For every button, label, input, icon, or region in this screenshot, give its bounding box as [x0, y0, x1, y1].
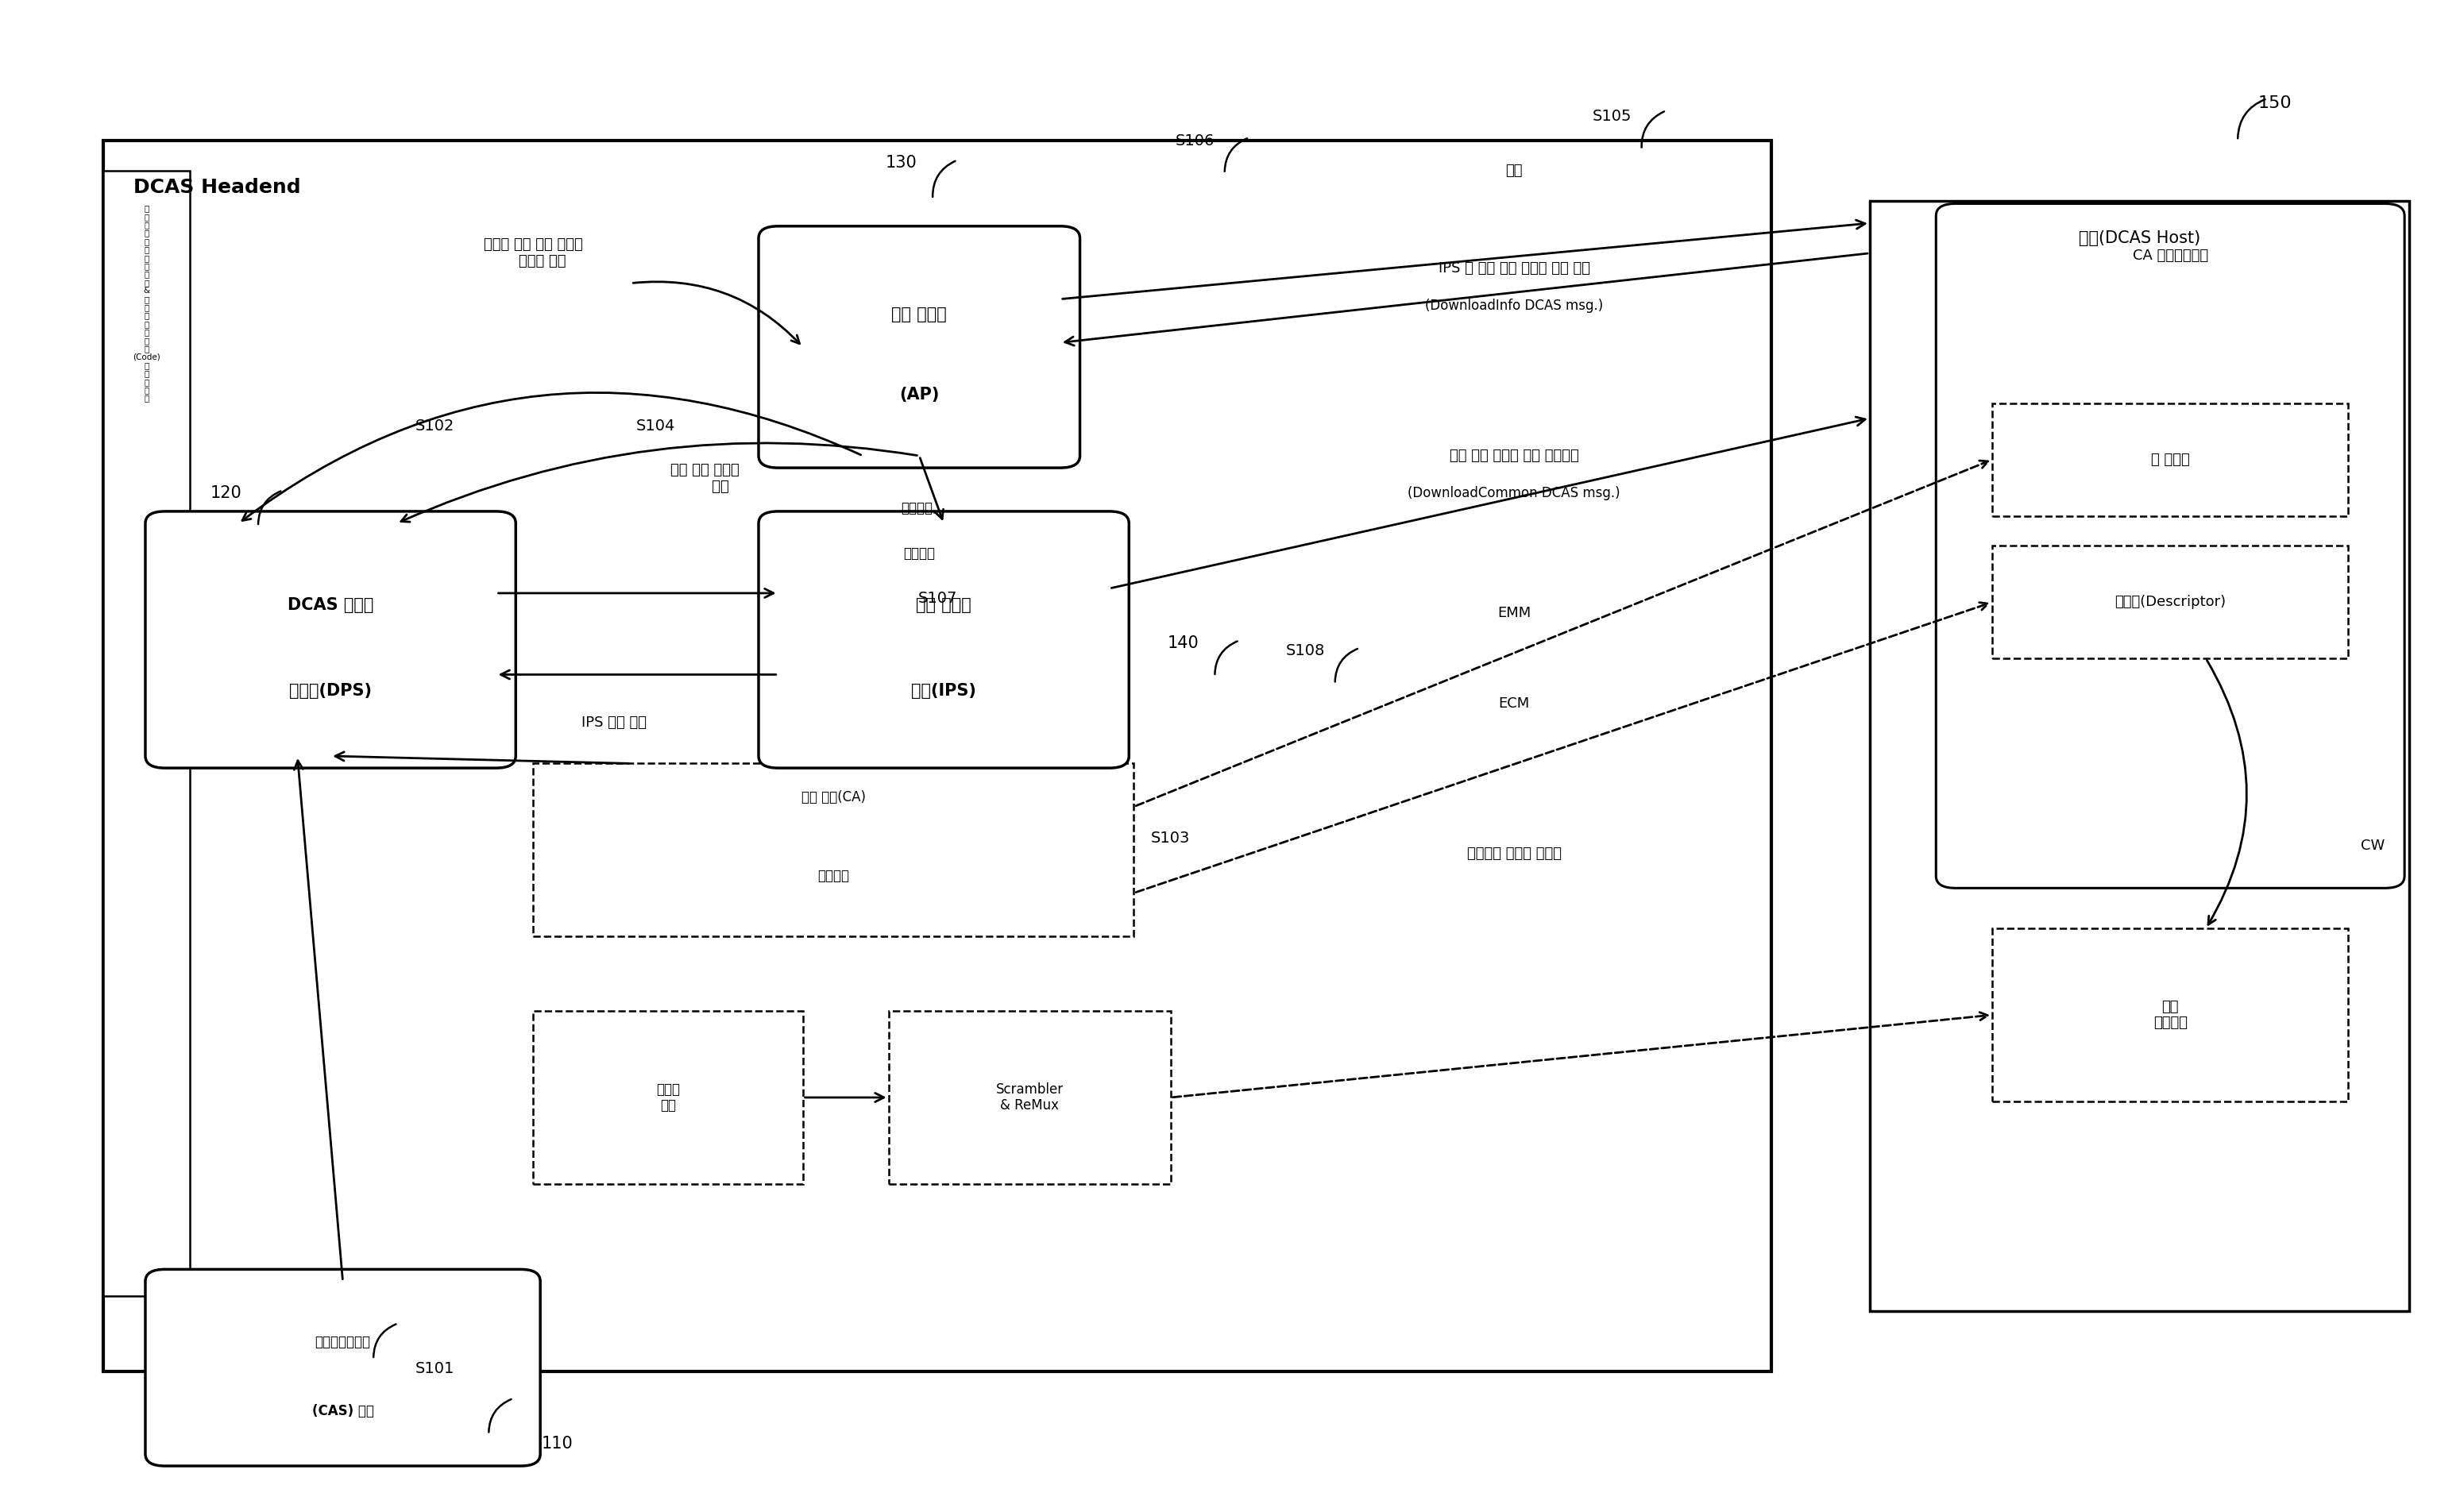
- Text: DCAS Headend: DCAS Headend: [133, 178, 301, 197]
- Text: S101: S101: [414, 1361, 453, 1376]
- Text: Scrambler
& ReMux: Scrambler & ReMux: [995, 1083, 1064, 1113]
- Text: 140: 140: [1168, 635, 1198, 652]
- Text: 단말정보,: 단말정보,: [902, 500, 936, 516]
- FancyBboxPatch shape: [1937, 204, 2405, 888]
- Bar: [1870, 201, 2410, 1311]
- Text: 제한 수신 이미지
       코드: 제한 수신 이미지 코드: [670, 463, 739, 494]
- Bar: [532, 1012, 803, 1184]
- Text: S105: S105: [1592, 109, 1631, 124]
- Text: 예약된 제한 수신 이미지
    테이블 목록: 예약된 제한 수신 이미지 테이블 목록: [483, 237, 582, 269]
- Text: 인증 프록시: 인증 프록시: [892, 307, 946, 322]
- Text: 제한 수신(CA): 제한 수신(CA): [801, 791, 865, 804]
- Text: 시스템(DPS): 시스템(DPS): [288, 683, 372, 699]
- Text: S104: S104: [636, 419, 675, 434]
- Text: CW: CW: [2361, 839, 2385, 853]
- Text: S108: S108: [1286, 644, 1326, 659]
- Bar: [532, 764, 1133, 936]
- Text: IPS 접속 정보: IPS 접속 정보: [582, 715, 646, 730]
- Text: 제한 수신 이미지 코드 다운로드: 제한 수신 이미지 코드 다운로드: [1449, 449, 1579, 463]
- Text: DCAS 관리자: DCAS 관리자: [288, 597, 375, 612]
- Text: (DownloadInfo DCAS msg.): (DownloadInfo DCAS msg.): [1424, 298, 1604, 313]
- FancyBboxPatch shape: [759, 227, 1079, 467]
- Text: 통합 이미지: 통합 이미지: [917, 597, 971, 612]
- Text: 120: 120: [209, 485, 241, 502]
- Text: CA 응용프로그램: CA 응용프로그램: [2131, 248, 2208, 263]
- Text: 150: 150: [2257, 95, 2292, 110]
- Bar: [103, 171, 190, 1296]
- Bar: [1993, 928, 2348, 1101]
- Text: 제한수신시스템: 제한수신시스템: [315, 1335, 370, 1349]
- Text: 암호화된 비디오 스트림: 암호화된 비디오 스트림: [1466, 847, 1562, 860]
- Text: 전송
프로세서: 전송 프로세서: [2154, 999, 2188, 1030]
- Text: S106: S106: [1175, 133, 1215, 148]
- FancyBboxPatch shape: [145, 511, 515, 768]
- Text: 진
수
신
페
퍼
이
미
지
제
한
&
페
이
로
드
이
미
지
(Code)
약
된
호
암
예: 진 수 신 페 퍼 이 미 지 제 한 & 페 이 로 드 이 미 지 (Cod…: [133, 204, 160, 402]
- Text: 110: 110: [542, 1435, 574, 1452]
- Text: 전송개시: 전송개시: [904, 546, 936, 561]
- FancyBboxPatch shape: [145, 1270, 540, 1467]
- Text: (DownloadCommon DCAS msg.): (DownloadCommon DCAS msg.): [1407, 487, 1621, 500]
- Text: 비디오
소스: 비디오 소스: [655, 1083, 680, 1113]
- Text: (CAS) 서버: (CAS) 서버: [313, 1403, 375, 1418]
- Text: 단말(DCAS Host): 단말(DCAS Host): [2080, 231, 2200, 246]
- FancyBboxPatch shape: [759, 511, 1129, 768]
- Bar: [890, 1012, 1170, 1184]
- Text: EMM: EMM: [1498, 606, 1530, 620]
- Text: ECM: ECM: [1498, 697, 1530, 711]
- Text: 130: 130: [885, 156, 917, 171]
- Text: 콘트롤러: 콘트롤러: [818, 868, 850, 883]
- Text: 인증: 인증: [1506, 163, 1523, 178]
- Text: 서버(IPS): 서버(IPS): [912, 683, 976, 699]
- Text: (AP): (AP): [899, 387, 939, 402]
- Bar: [1993, 546, 2348, 658]
- Text: S102: S102: [414, 419, 453, 434]
- Text: S107: S107: [919, 591, 956, 606]
- Bar: [1993, 404, 2348, 516]
- Text: 키 메니저: 키 메니저: [2151, 452, 2190, 467]
- Text: IPS 및 제한 수신 이미지 관련 정보: IPS 및 제한 수신 이미지 관련 정보: [1439, 262, 1589, 275]
- Bar: [103, 141, 1772, 1371]
- Text: S103: S103: [1151, 832, 1190, 847]
- Text: 기술자(Descriptor): 기술자(Descriptor): [2114, 596, 2225, 609]
